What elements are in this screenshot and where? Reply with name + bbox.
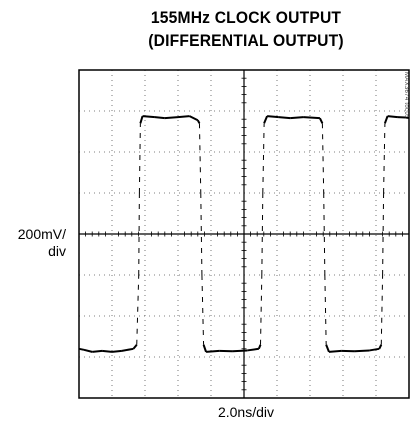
trace-edge-segment <box>198 123 202 194</box>
trace-level-segment <box>142 115 155 119</box>
trace-level-segment <box>101 349 113 353</box>
x-axis-label: 2.0ns/div <box>217 404 275 420</box>
trace-level-segment <box>132 344 138 350</box>
trace-level-segment <box>369 347 380 352</box>
plot-frame <box>78 69 410 399</box>
trace-edge-segment <box>383 123 386 194</box>
trace-level-segment <box>303 116 320 120</box>
trace-edge-segment <box>323 192 326 276</box>
trace-level-segment <box>196 119 201 124</box>
part-number-label: MAX3674 toc05 <box>403 72 409 119</box>
trace-level-segment <box>267 115 279 119</box>
trace-level-segment <box>318 117 324 124</box>
trace-level-segment <box>111 349 123 353</box>
trace-level-segment <box>354 349 370 353</box>
trace-edge-segment <box>321 123 325 194</box>
trace-edge-segment <box>200 192 203 276</box>
trace-level-segment <box>139 115 144 124</box>
trace-level-segment <box>290 116 304 120</box>
trace-level-segment <box>92 349 103 353</box>
center-axes <box>79 70 409 398</box>
trace-edge-segment <box>261 192 264 276</box>
trace-level-segment <box>263 115 269 124</box>
trace-level-segment <box>154 116 165 120</box>
trace-level-segment <box>328 349 342 353</box>
trace-level-segment <box>78 347 85 351</box>
trace-edge-segment <box>260 274 263 345</box>
trace-edge-segment <box>262 123 265 194</box>
trace-level-segment <box>121 347 134 352</box>
chart-title: 155MHz CLOCK OUTPUT <box>150 8 342 27</box>
trace-level-segment <box>387 115 398 119</box>
trace-level-segment <box>202 344 207 353</box>
trace-edge-segment <box>380 274 384 345</box>
y-axis-label: 200mV/ div <box>17 226 66 259</box>
trace-level-segment <box>378 344 383 350</box>
trace-edge-segment <box>138 123 141 194</box>
trace-level-segment <box>257 344 262 350</box>
trace-edge-segment <box>324 274 327 345</box>
trace-level-segment <box>325 344 330 353</box>
trace-level-segment <box>278 116 291 120</box>
trace-edge-segment <box>201 274 205 345</box>
trace-level-segment <box>205 349 220 353</box>
trace-level-segment <box>83 348 93 353</box>
trace-level-segment <box>164 116 179 120</box>
trace-level-segment <box>232 349 248 353</box>
trace-level-segment <box>189 115 199 122</box>
trace-edge-segment <box>136 274 140 345</box>
trace-edge-segment <box>382 192 385 276</box>
trace-level-segment <box>247 347 259 352</box>
chart-subtitle: (DIFFERENTIAL OUTPUT) <box>148 31 344 50</box>
trace-level-segment <box>177 115 190 119</box>
trace-level-segment <box>383 115 389 124</box>
trace-edge-segment <box>138 192 140 276</box>
